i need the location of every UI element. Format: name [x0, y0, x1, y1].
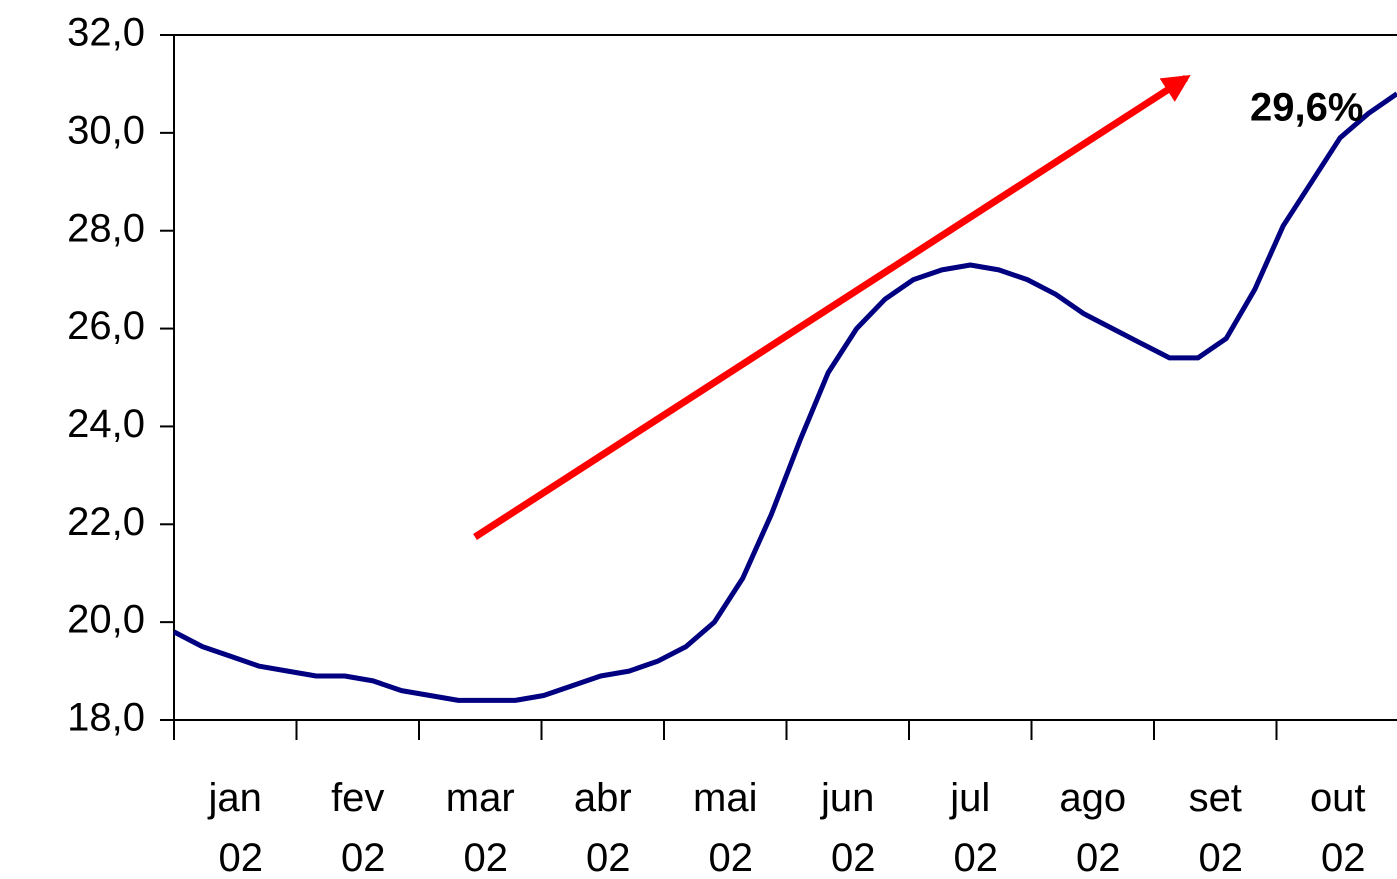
y-tick-label: 32,0 [67, 11, 145, 55]
x-tick-label: ago 02 [1059, 776, 1126, 879]
x-tick-label: mar 02 [446, 776, 515, 879]
annotation: 29,6% [1250, 86, 1363, 130]
x-tick-label: jul 02 [942, 776, 998, 879]
y-tick-label: 30,0 [67, 108, 145, 152]
x-tick-label: out 02 [1310, 776, 1366, 879]
x-tick-label: mai 02 [693, 776, 757, 879]
y-tick-label: 18,0 [67, 696, 145, 740]
y-tick-label: 24,0 [67, 402, 145, 446]
x-tick-label: jun 02 [820, 776, 876, 879]
y-tick-label: 26,0 [67, 304, 145, 348]
y-tick-label: 22,0 [67, 500, 145, 544]
y-tick-label: 20,0 [67, 598, 145, 642]
x-tick-label: jan 02 [207, 776, 263, 879]
x-tick-label: abr 02 [574, 776, 632, 879]
data-line [172, 91, 1397, 703]
trend-arrow [473, 74, 1191, 540]
x-tick-label: fev 02 [330, 776, 386, 879]
y-tick-label: 28,0 [67, 206, 145, 250]
x-tick-label: set 02 [1187, 776, 1243, 879]
